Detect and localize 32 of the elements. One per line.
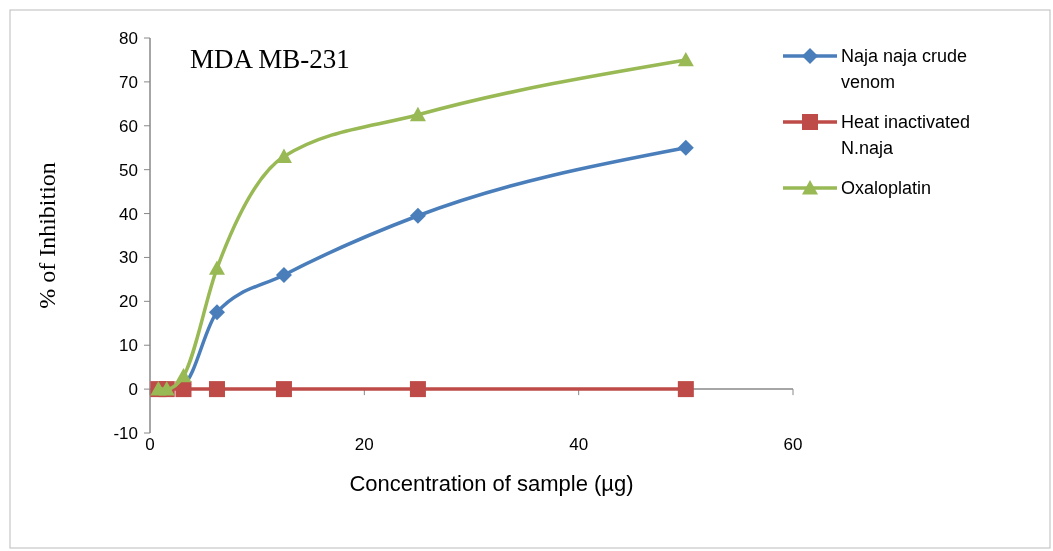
point xyxy=(677,139,694,156)
point xyxy=(409,381,426,398)
point xyxy=(409,207,426,224)
point xyxy=(409,106,426,122)
legend-label: Oxaloplatin xyxy=(841,178,932,199)
legend-label: Naja naja crude venom xyxy=(841,46,968,93)
y-tick-label: 20 xyxy=(119,292,138,312)
x-tick-label: 60 xyxy=(783,435,803,454)
y-axis-title: % of Inhibition xyxy=(34,162,60,309)
x-tick-label: 0 xyxy=(145,435,155,454)
y-tick-label: -10 xyxy=(113,423,138,443)
point xyxy=(208,304,225,321)
point xyxy=(275,267,292,283)
point xyxy=(208,260,225,275)
y-tick-label: 0 xyxy=(128,380,138,400)
x-axis-title: Concentration of sample (µg) xyxy=(349,471,634,496)
y-tick-label: 70 xyxy=(119,72,138,92)
point xyxy=(208,381,225,398)
y-tick-label: 80 xyxy=(119,28,138,48)
point xyxy=(677,381,694,398)
y-tick-label: 10 xyxy=(119,336,138,356)
x-tick-label: 40 xyxy=(569,435,589,454)
legend-label: Heat inactivated N.naja xyxy=(841,112,971,159)
y-tick-label: 50 xyxy=(119,160,138,180)
y-tick-label: 60 xyxy=(119,116,138,136)
x-tick-label: 20 xyxy=(354,435,374,454)
y-tick-label: 40 xyxy=(119,204,138,224)
chart-title: MDA MB-231 xyxy=(190,44,350,74)
y-tick-label: 30 xyxy=(119,248,138,268)
point xyxy=(677,51,694,67)
point xyxy=(175,367,192,383)
point xyxy=(275,381,292,398)
